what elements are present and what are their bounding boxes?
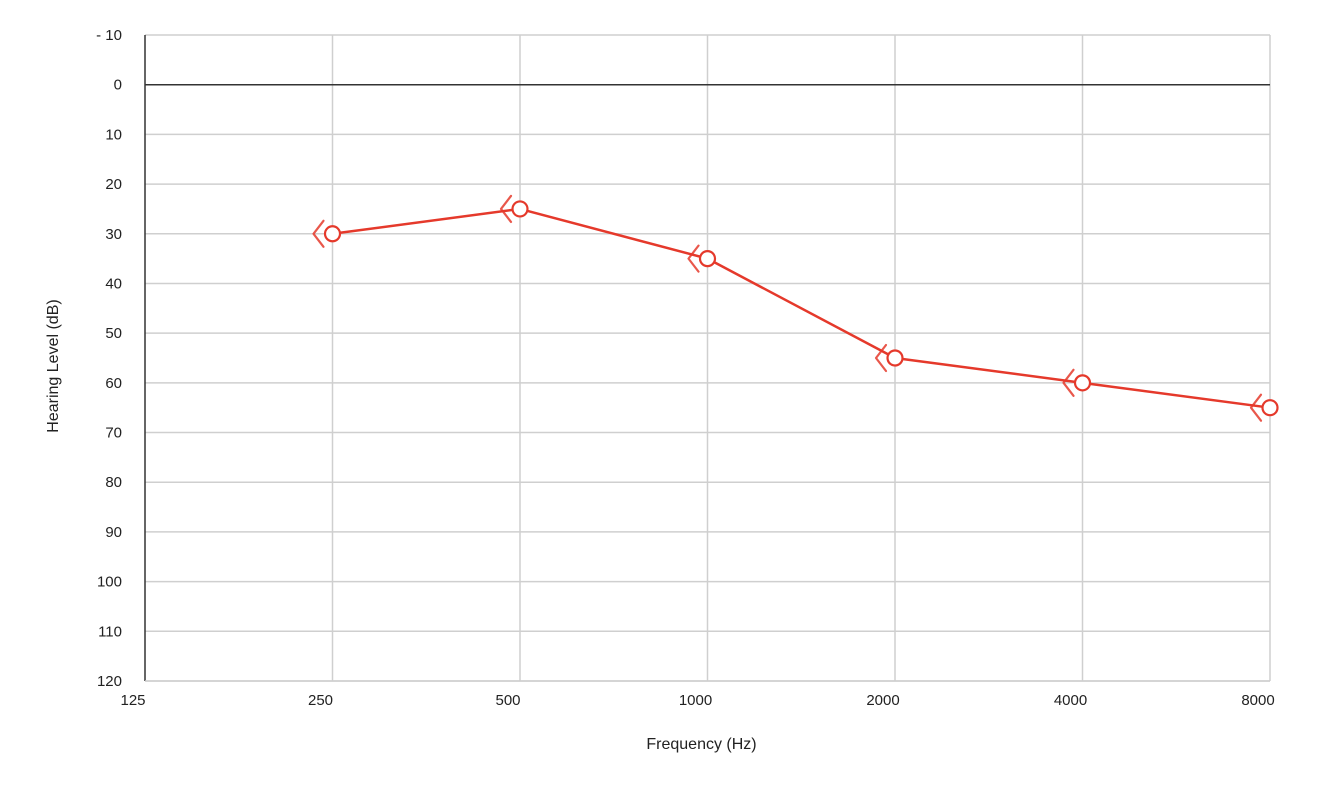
y-tick-label: 70 <box>105 425 122 442</box>
chevron-marker <box>312 219 325 248</box>
y-axis-title: Hearing Level (dB) <box>45 299 62 432</box>
data-point <box>1073 374 1092 392</box>
y-tick-label: 10 <box>105 126 122 143</box>
y-tick-label: 0 <box>114 77 122 94</box>
x-tick-label: 1000 <box>679 692 712 709</box>
y-tick-label: 90 <box>105 524 122 541</box>
chevron-marker <box>499 194 513 224</box>
chevron-marker <box>1249 393 1263 422</box>
grid <box>145 34 1271 682</box>
data-point <box>698 250 717 268</box>
y-tick-label: 50 <box>105 325 122 342</box>
data-point <box>511 200 529 218</box>
x-axis-title: Frequency (Hz) <box>646 736 756 753</box>
x-tick-label: 2000 <box>866 692 899 709</box>
y-tick-label: - 10 <box>96 27 122 44</box>
y-tick-label: 110 <box>98 623 122 640</box>
axes <box>144 35 1270 682</box>
chevron-marker <box>687 244 700 273</box>
chevron-marker <box>1062 368 1075 397</box>
data-point <box>1261 399 1279 417</box>
data-point <box>323 225 342 243</box>
y-tick-label: 30 <box>105 226 122 243</box>
x-tick-label: 125 <box>120 692 145 709</box>
data-point <box>886 349 904 367</box>
series <box>312 194 1279 422</box>
tick-labels: - 10 0 10 20 30 40 50 60 70 80 90 100 110 120 125 250 50… <box>96 27 1275 709</box>
y-tick-label: 60 <box>105 375 122 392</box>
y-tick-label: 120 <box>97 673 122 690</box>
x-tick-label: 500 <box>495 692 520 709</box>
chevron-marker <box>874 343 888 373</box>
series-line <box>332 207 1271 409</box>
y-tick-label: 40 <box>105 275 122 292</box>
y-tick-label: 80 <box>105 474 122 491</box>
y-tick-label: 20 <box>105 176 122 193</box>
x-tick-label: 8000 <box>1241 692 1274 709</box>
y-tick-label: 100 <box>97 574 122 591</box>
x-tick-label: 250 <box>308 692 333 709</box>
x-tick-label: 4000 <box>1054 692 1087 709</box>
